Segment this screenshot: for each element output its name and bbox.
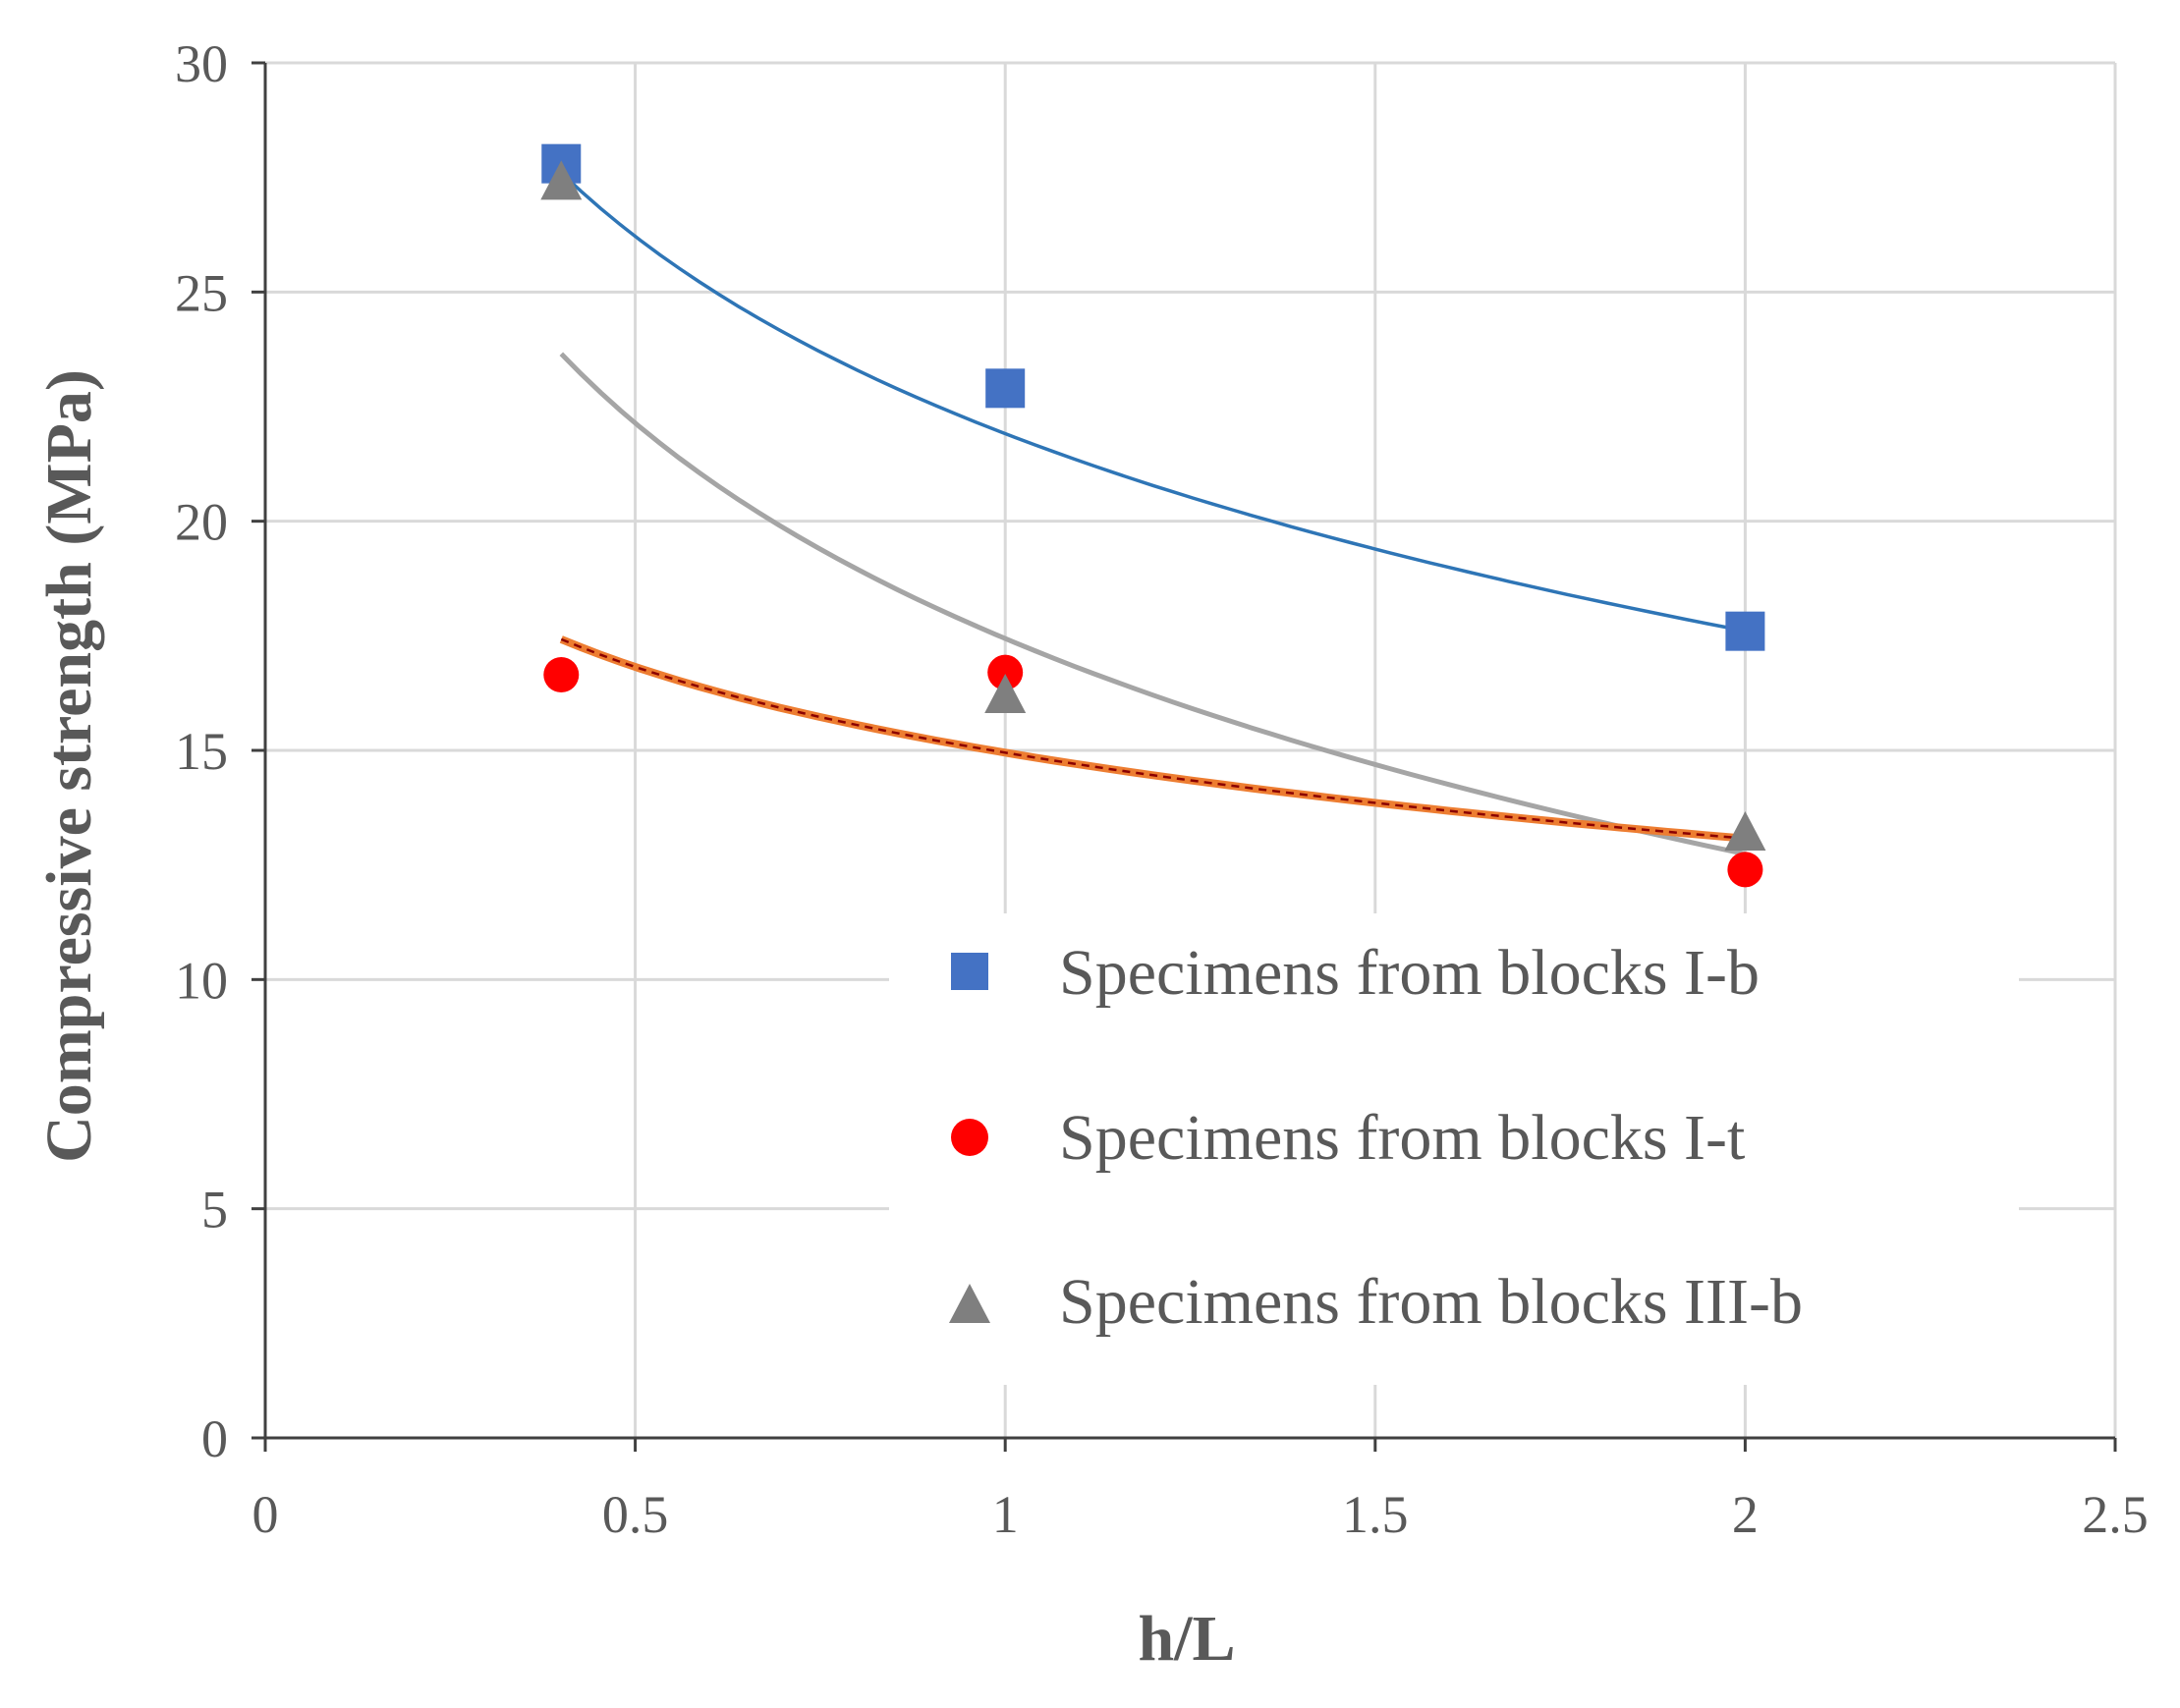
y-tick-label: 5 [201,1181,228,1240]
legend-marker-triangle [949,1284,990,1323]
data-points [540,143,1766,888]
x-tick-label: 0 [252,1485,279,1544]
data-point-triangle [1724,811,1766,851]
legend-marker-circle [951,1119,988,1156]
legend-label-2: Specimens from blocks I-t [1059,1102,1745,1174]
x-axis-title: h/L [1138,1603,1235,1675]
trendlines [559,171,1746,856]
legend-background [889,913,2019,1385]
data-point-circle [543,657,580,692]
legend: Specimens from blocks I-b Specimens from… [949,937,1803,1338]
y-tick-label: 30 [175,34,228,93]
legend-marker-square [951,953,988,990]
data-point-triangle [540,160,583,200]
data-point-triangle [984,674,1027,713]
y-axis-title: Compressive strength (MPa) [33,369,105,1163]
trendline-I-b [560,171,1746,634]
trendline-I-t-dash [560,637,1746,840]
y-tick-label: 0 [201,1409,228,1468]
axes [252,61,2117,1452]
tick-labels: 0 5 10 15 20 25 30 0 0.5 1 1.5 2 2.5 [175,34,2149,1544]
legend-box [889,913,2019,1385]
legend-label-3: Specimens from blocks III-b [1059,1266,1803,1338]
x-tick-label: 2 [1732,1485,1759,1544]
y-tick-label: 20 [175,493,228,552]
data-point-square [985,368,1026,409]
x-tick-label: 1.5 [1342,1485,1409,1544]
x-tick-label: 1 [992,1485,1019,1544]
x-tick-label: 0.5 [602,1485,669,1544]
trendline-I-t [559,635,1746,843]
legend-label-1: Specimens from blocks I-b [1059,937,1760,1009]
y-tick-label: 10 [175,951,228,1010]
x-tick-label: 2.5 [2082,1485,2149,1544]
data-point-square [1725,611,1765,651]
y-tick-label: 15 [175,722,228,781]
trendline-III-b [559,352,1746,856]
data-point-circle [987,654,1024,690]
y-tick-label: 25 [175,263,228,322]
data-point-circle [1727,852,1763,888]
